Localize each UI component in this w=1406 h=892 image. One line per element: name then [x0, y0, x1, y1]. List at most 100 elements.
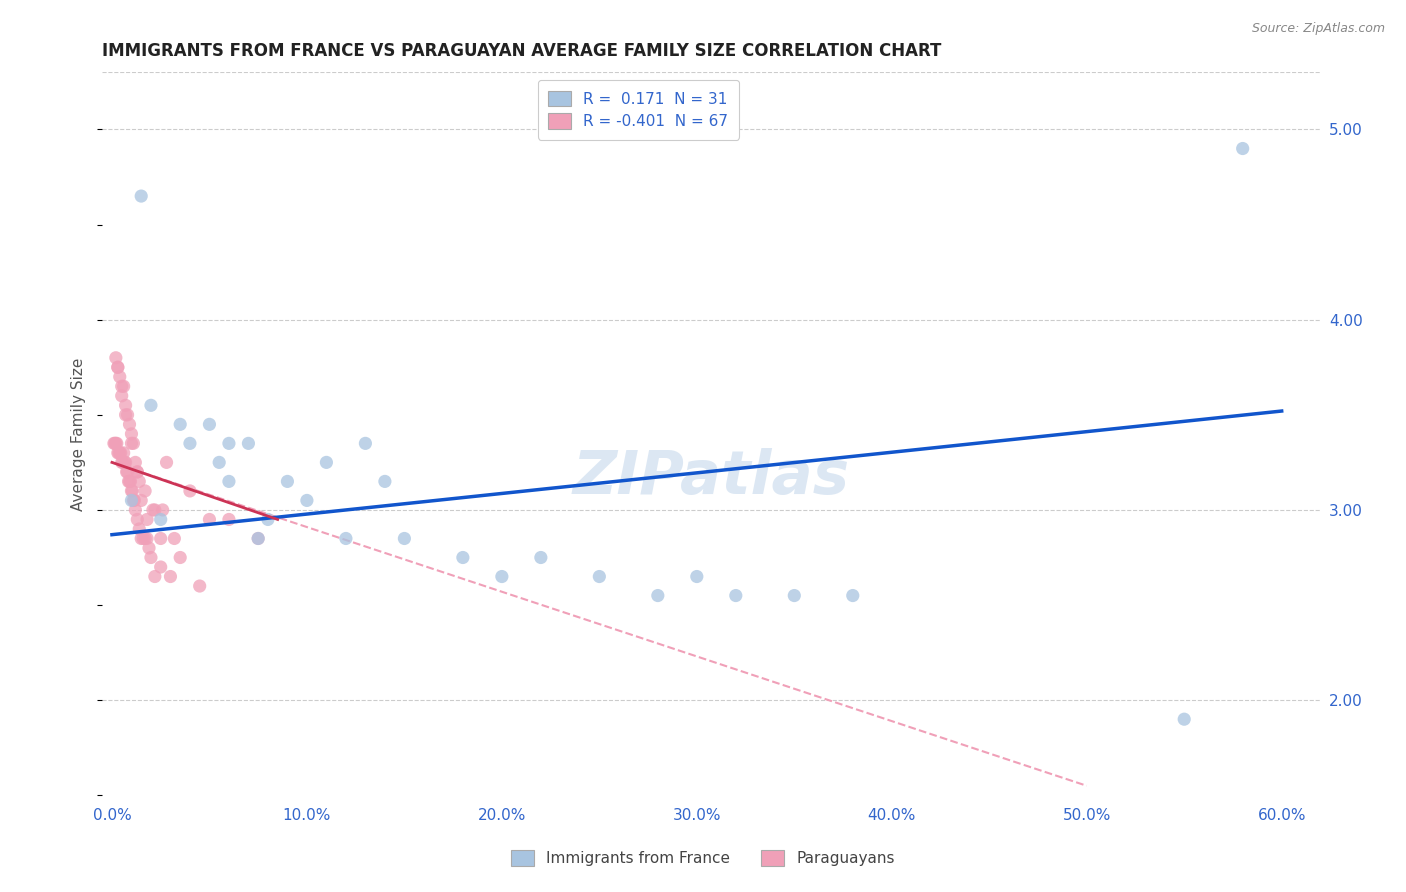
Point [127, 512, 149, 526]
Point [138, 541, 160, 555]
Point [107, 360, 129, 375]
Point [354, 436, 377, 450]
Point [647, 589, 669, 603]
Point [120, 483, 142, 498]
Point [118, 475, 141, 489]
Point [111, 455, 134, 469]
Point [118, 417, 141, 432]
Point [139, 550, 162, 565]
Point [120, 493, 142, 508]
Point [198, 512, 221, 526]
Point [139, 398, 162, 412]
Point [335, 532, 357, 546]
Point [127, 465, 149, 479]
Point [122, 493, 145, 508]
Point [114, 398, 136, 412]
Point [159, 569, 181, 583]
Point [121, 483, 143, 498]
Point [295, 493, 318, 508]
Point [179, 483, 201, 498]
Point [149, 560, 172, 574]
Point [142, 503, 165, 517]
Point [179, 436, 201, 450]
Point [136, 532, 159, 546]
Point [155, 455, 177, 469]
Point [107, 446, 129, 460]
Point [238, 436, 260, 450]
Point [169, 550, 191, 565]
Point [107, 446, 129, 460]
Point [149, 512, 172, 526]
Legend: Immigrants from France, Paraguayans: Immigrants from France, Paraguayans [502, 841, 904, 875]
Point [143, 503, 166, 517]
Point [104, 351, 127, 365]
Point [198, 417, 221, 432]
Point [110, 446, 132, 460]
Point [276, 475, 298, 489]
Point [163, 532, 186, 546]
Point [247, 532, 270, 546]
Point [152, 503, 174, 517]
Point [114, 455, 136, 469]
Point [208, 455, 231, 469]
Point [105, 436, 128, 450]
Point [1232, 141, 1254, 155]
Point [143, 569, 166, 583]
Point [257, 512, 280, 526]
Point [120, 426, 142, 441]
Point [588, 569, 610, 583]
Point [112, 446, 135, 460]
Point [129, 189, 152, 203]
Point [111, 379, 134, 393]
Point [1173, 712, 1195, 726]
Point [129, 532, 152, 546]
Point [247, 532, 270, 546]
Text: Source: ZipAtlas.com: Source: ZipAtlas.com [1251, 22, 1385, 36]
Point [188, 579, 211, 593]
Point [107, 360, 129, 375]
Point [686, 569, 709, 583]
Point [112, 379, 135, 393]
Point [491, 569, 513, 583]
Point [530, 550, 553, 565]
Text: IMMIGRANTS FROM FRANCE VS PARAGUAYAN AVERAGE FAMILY SIZE CORRELATION CHART: IMMIGRANTS FROM FRANCE VS PARAGUAYAN AVE… [103, 42, 942, 60]
Point [218, 436, 240, 450]
Point [134, 532, 156, 546]
Point [842, 589, 865, 603]
Point [128, 522, 150, 536]
Point [724, 589, 747, 603]
Point [124, 493, 146, 508]
Point [108, 369, 131, 384]
Point [120, 475, 142, 489]
Point [108, 446, 131, 460]
Point [104, 436, 127, 450]
Point [218, 475, 240, 489]
Point [114, 455, 136, 469]
Point [315, 455, 337, 469]
Point [122, 436, 145, 450]
Y-axis label: Average Family Size: Average Family Size [72, 357, 86, 510]
Point [115, 465, 138, 479]
Point [451, 550, 474, 565]
Legend: R =  0.171  N = 31, R = -0.401  N = 67: R = 0.171 N = 31, R = -0.401 N = 67 [537, 80, 740, 139]
Point [124, 503, 146, 517]
Point [169, 417, 191, 432]
Point [132, 532, 155, 546]
Point [104, 436, 127, 450]
Point [117, 465, 139, 479]
Point [117, 408, 139, 422]
Point [124, 455, 146, 469]
Point [129, 493, 152, 508]
Point [149, 532, 172, 546]
Point [134, 483, 156, 498]
Point [136, 512, 159, 526]
Point [103, 436, 125, 450]
Point [120, 436, 142, 450]
Point [117, 475, 139, 489]
Point [114, 408, 136, 422]
Point [111, 389, 134, 403]
Text: ZIPatlas: ZIPatlas [572, 448, 851, 507]
Point [394, 532, 416, 546]
Point [783, 589, 806, 603]
Point [218, 512, 240, 526]
